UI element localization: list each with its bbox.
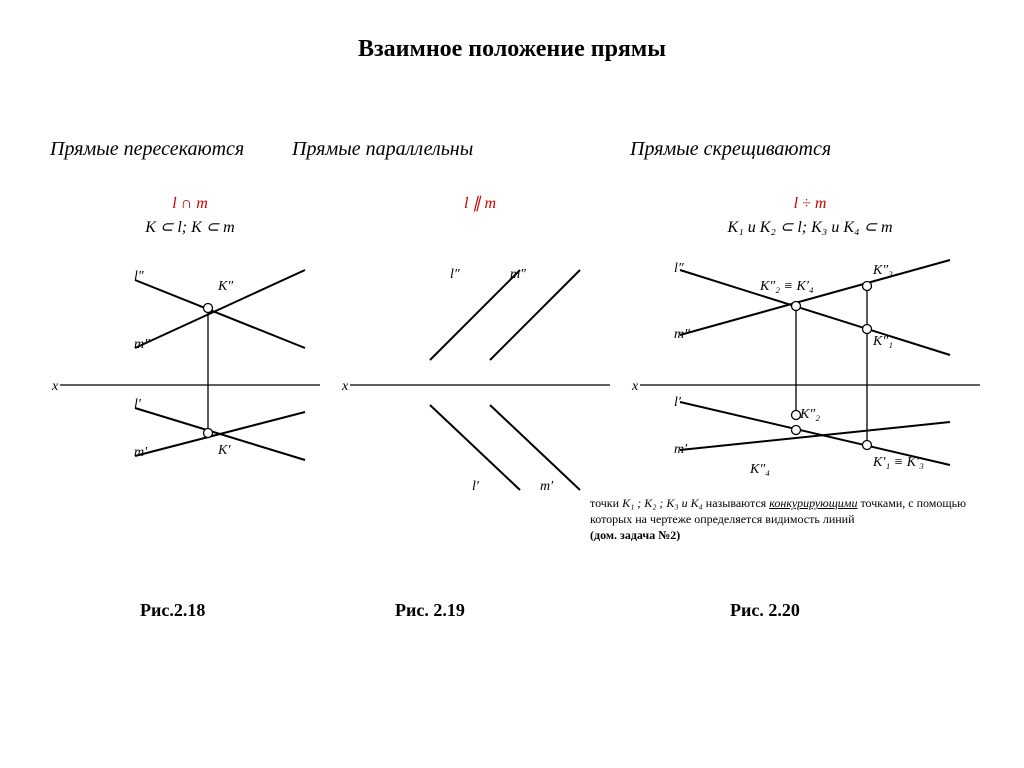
fig3-l-top	[680, 270, 950, 355]
fig1-condition: K ⊂ l; K ⊂ m	[144, 219, 234, 236]
subtitle-skew: Прямые скрещиваются	[630, 138, 831, 161]
fig2-lbl-mp: m′	[540, 479, 554, 494]
fig3-lbl-K1: K″₁	[872, 334, 893, 349]
fig1-Kpp-point	[204, 304, 213, 313]
fig1-Kp-point	[204, 429, 213, 438]
fig1-lbl-mpp: m″	[134, 337, 150, 352]
fig1-lbl-Kpp: K″	[217, 279, 233, 294]
note-pre: точки	[590, 496, 622, 510]
fig3-lbl-lp: l′	[674, 395, 682, 410]
fig3-lbl-mp: m′	[674, 442, 688, 457]
fig3-m-bot	[680, 422, 950, 450]
fig2-lbl-mpp: m″	[510, 267, 526, 282]
fig3-lbl-K4b: K″₄	[749, 462, 770, 477]
fig2-l-bot	[430, 405, 520, 490]
fig2-lbl-x: x	[341, 379, 349, 394]
caption-1: Рис.2.18	[140, 600, 205, 621]
figure-2: l ∥ m l″ m″ x l′ m′	[330, 190, 630, 500]
figure-3: l ÷ m K₁ и K₂ ⊂ l; K₃ и K₄ ⊂ m l″ K″₂ ≡ …	[620, 190, 1000, 500]
fig3-pt-tInt	[792, 302, 801, 311]
fig3-lbl-K2b: K″₂	[799, 407, 820, 422]
caption-2: Рис. 2.19	[395, 600, 465, 621]
subtitle-intersecting: Прямые пересекаются	[50, 138, 244, 161]
note-k: K₁ ; K₂ ; K₃ и K₄	[622, 496, 703, 510]
fig3-pt-bK2	[792, 426, 801, 435]
fig3-lbl-K2K4: K″₂ ≡ K′₄	[759, 279, 814, 294]
fig3-lbl-K1K3: K′₁ ≡ K′₃	[872, 455, 924, 470]
fig1-lbl-lp: l′	[134, 397, 142, 412]
fig1-relation: l ∩ m	[172, 195, 208, 212]
fig3-lbl-lpp: l″	[674, 261, 684, 276]
fig3-relation: l ÷ m	[794, 195, 827, 212]
fig3-lbl-x: x	[631, 379, 639, 394]
fig3-pt-tK3	[863, 282, 872, 291]
note-underline: конкурирующими	[769, 496, 857, 510]
fig2-m-bot	[490, 405, 580, 490]
fig2-l-top	[430, 270, 520, 360]
fig1-lbl-Kp: K′	[217, 443, 231, 458]
fig2-m-top	[490, 270, 580, 360]
fig3-lbl-K3: K″₃	[872, 263, 893, 278]
fig2-lbl-lpp: l″	[450, 267, 460, 282]
page-title: Взаимное положение прямы	[0, 36, 1024, 63]
fig1-lbl-lpp: l″	[134, 269, 144, 284]
fig3-lbl-mpp: m″	[674, 327, 690, 342]
caption-3: Рис. 2.20	[730, 600, 800, 621]
note-tail: (дом. задача №2)	[590, 528, 680, 542]
fig3-m-top	[680, 260, 950, 335]
figure-1: l ∩ m K ⊂ l; K ⊂ m l″ K″ m″ x l′ m′ K′	[40, 190, 340, 500]
fig2-relation: l ∥ m	[464, 195, 496, 212]
fig1-lbl-x: x	[51, 379, 59, 394]
fig3-condition: K₁ и K₂ ⊂ l; K₃ и K₄ ⊂ m	[726, 219, 892, 236]
fig2-lbl-lp: l′	[472, 479, 480, 494]
subtitle-parallel: Прямые параллельны	[292, 138, 473, 161]
fig3-pt-bInt	[863, 441, 872, 450]
fig1-lbl-mp: m′	[134, 445, 148, 460]
fig3-pt-tK1	[863, 325, 872, 334]
figure-3-note: точки K₁ ; K₂ ; K₃ и K₄ называются конку…	[590, 495, 1000, 544]
note-mid: называются	[706, 496, 769, 510]
